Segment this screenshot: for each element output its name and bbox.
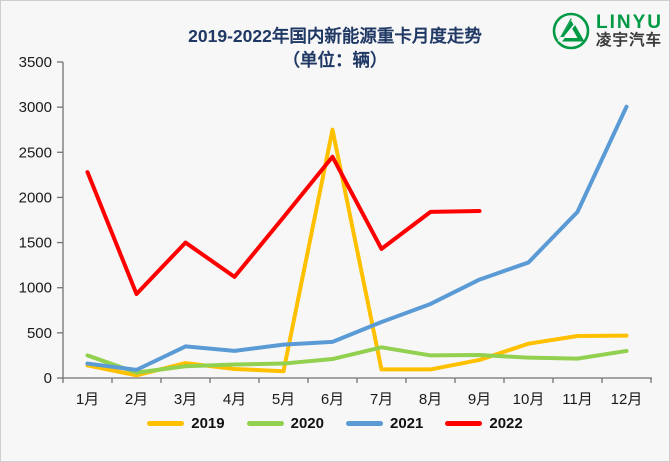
legend-swatch-2022 xyxy=(445,421,483,426)
x-axis-label: 9月 xyxy=(468,391,491,408)
series-line-2022 xyxy=(85,154,482,297)
x-axis-label: 6月 xyxy=(321,391,344,408)
legend-item-2022: 2022 xyxy=(445,415,523,432)
y-axis-label: 1500 xyxy=(19,235,52,252)
series-line-2019 xyxy=(85,127,629,378)
legend-item-2020: 2020 xyxy=(246,415,324,432)
legend-label: 2019 xyxy=(191,415,225,432)
x-axis-label: 2月 xyxy=(125,391,148,408)
y-axis-label: 3000 xyxy=(19,99,52,116)
linyu-logo-text: LINYU 凌宇汽车 xyxy=(596,11,663,49)
y-axis-label: 500 xyxy=(27,325,52,342)
logo-name: LINYU xyxy=(596,11,663,33)
legend-item-2019: 2019 xyxy=(147,415,225,432)
x-axis-label: 5月 xyxy=(272,391,295,408)
legend-swatch-2019 xyxy=(147,421,185,426)
x-axis-label: 4月 xyxy=(223,391,246,408)
logo-subtext: 凌宇汽车 xyxy=(596,31,663,49)
linyu-logo: LINYU 凌宇汽车 xyxy=(551,11,663,51)
legend-label: 2020 xyxy=(290,415,324,432)
chart-legend: 2019 2020 2021 2022 xyxy=(1,415,669,432)
legend-label: 2021 xyxy=(390,415,424,432)
y-axis-label: 2500 xyxy=(19,144,52,161)
y-axis-label: 2000 xyxy=(19,189,52,206)
x-axis-label: 11月 xyxy=(562,391,593,408)
legend-label: 2022 xyxy=(489,415,523,432)
x-axis-label: 12月 xyxy=(611,391,643,408)
x-axis-label: 3月 xyxy=(174,391,197,408)
y-axis-label: 0 xyxy=(44,370,52,387)
legend-swatch-2020 xyxy=(246,421,284,426)
series-line-2020 xyxy=(85,345,629,375)
y-axis-label: 1000 xyxy=(19,280,52,297)
linyu-logo-icon xyxy=(552,12,590,50)
x-axis-label: 7月 xyxy=(370,391,393,408)
x-axis-label: 1月 xyxy=(76,391,99,408)
series-line-2021 xyxy=(85,104,629,372)
x-axis-label: 10月 xyxy=(513,391,545,408)
x-axis-label: 8月 xyxy=(419,391,442,408)
legend-swatch-2021 xyxy=(346,421,383,426)
legend-item-2021: 2021 xyxy=(346,415,423,432)
y-axis-label: 3500 xyxy=(19,54,52,71)
